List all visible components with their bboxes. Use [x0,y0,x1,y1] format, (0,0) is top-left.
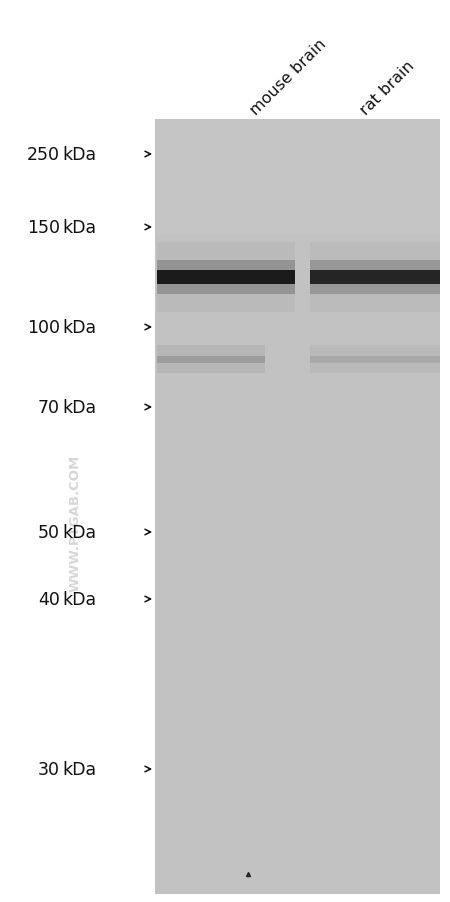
Text: 250: 250 [27,146,60,164]
Text: kDa: kDa [62,399,96,417]
Bar [157,271,295,285]
Bar [157,261,295,294]
Bar [157,356,265,364]
Text: kDa: kDa [62,146,96,164]
Text: mouse brain: mouse brain [248,36,330,118]
Text: kDa: kDa [62,590,96,608]
Bar [0,894,450,902]
Bar [157,243,295,313]
Text: 40: 40 [38,590,60,608]
Text: 30: 30 [38,760,60,778]
Text: kDa: kDa [62,760,96,778]
Text: kDa: kDa [62,523,96,541]
Bar [155,120,440,894]
Bar [310,271,440,285]
Text: WWW.PTGAB.COM: WWW.PTGAB.COM [68,455,81,592]
Text: kDa: kDa [62,219,96,236]
Text: 70: 70 [38,399,60,417]
Text: rat brain: rat brain [358,58,418,118]
Bar [0,0,155,902]
Bar [310,243,440,313]
Bar [157,345,265,373]
Bar [0,0,450,120]
Bar [155,120,440,236]
Text: 100: 100 [27,318,60,336]
Text: kDa: kDa [62,318,96,336]
Bar [310,261,440,294]
Bar [310,345,440,373]
Text: 50: 50 [38,523,60,541]
Bar [310,356,440,364]
Text: 150: 150 [27,219,60,236]
